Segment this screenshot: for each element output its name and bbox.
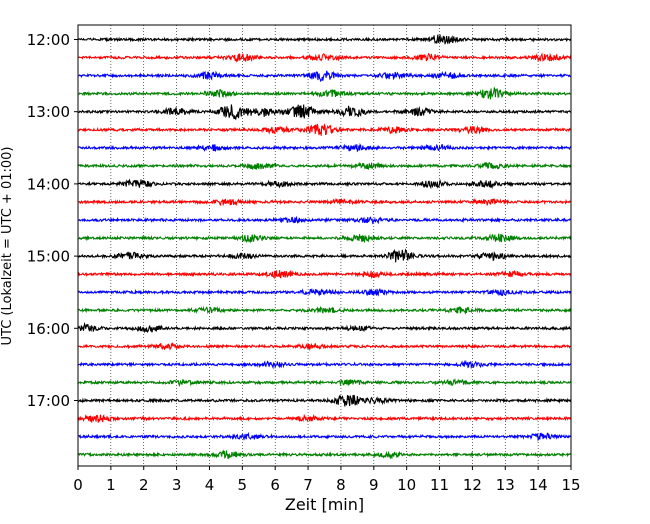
trace-1415 (77, 197, 572, 207)
x-tick-label-6: 6 (270, 476, 280, 494)
x-tick-label-3: 3 (172, 476, 182, 494)
trace-1245 (77, 86, 572, 100)
y-tick-label-1500: 15:00 (27, 248, 70, 266)
trace-1615 (77, 341, 572, 351)
y-tick-label-1300: 13:00 (27, 103, 70, 121)
x-tick-label-2: 2 (139, 476, 149, 494)
x-tick-label-10: 10 (397, 476, 416, 494)
x-axis-ticks: 0 1 2 3 4 5 6 7 8 9 10 11 12 13 14 15 (73, 466, 581, 494)
trace-1445 (77, 233, 572, 244)
y-axis-label: UTC (Lokalzeit = UTC + 01:00) (0, 147, 15, 346)
trace-1745 (77, 449, 572, 460)
x-tick-label-8: 8 (336, 476, 346, 494)
trace-1345 (77, 161, 572, 171)
trace-1200 (77, 33, 572, 45)
trace-rows (77, 33, 572, 460)
trace-1300 (77, 104, 572, 121)
x-tick-label-15: 15 (561, 476, 580, 494)
trace-1700 (77, 394, 572, 407)
trace-1730 (77, 431, 572, 442)
trace-1400 (77, 178, 572, 190)
x-axis-label: Zeit [min] (285, 495, 364, 514)
trace-1530 (77, 287, 572, 297)
x-tick-label-9: 9 (369, 476, 379, 494)
trace-1215 (77, 52, 572, 63)
x-tick-label-5: 5 (238, 476, 248, 494)
x-tick-label-12: 12 (463, 476, 482, 494)
y-tick-label-1400: 14:00 (27, 175, 70, 193)
x-tick-label-7: 7 (303, 476, 313, 494)
trace-1500 (77, 248, 572, 263)
x-tick-label-0: 0 (73, 476, 83, 494)
trace-1600 (77, 321, 572, 334)
x-tick-label-4: 4 (205, 476, 215, 494)
y-tick-label-1200: 12:00 (27, 31, 70, 49)
trace-1430 (77, 215, 572, 225)
plot-frame (77, 24, 572, 467)
trace-1545 (77, 305, 572, 315)
trace-1630 (77, 359, 572, 370)
x-tick-label-14: 14 (529, 476, 548, 494)
trace-1715 (77, 413, 572, 424)
y-tick-label-1600: 16:00 (27, 320, 70, 338)
y-axis-ticks: 12:00 13:00 14:00 15:00 16:00 17:00 (27, 31, 78, 410)
x-tick-label-13: 13 (496, 476, 515, 494)
x-tick-label-11: 11 (430, 476, 449, 494)
y-tick-label-1700: 17:00 (27, 392, 70, 410)
trace-1315 (77, 123, 572, 136)
trace-1230 (77, 70, 572, 83)
x-tick-label-1: 1 (106, 476, 116, 494)
trace-1645 (77, 377, 572, 387)
trace-1515 (77, 269, 572, 280)
trace-1330 (77, 142, 572, 153)
